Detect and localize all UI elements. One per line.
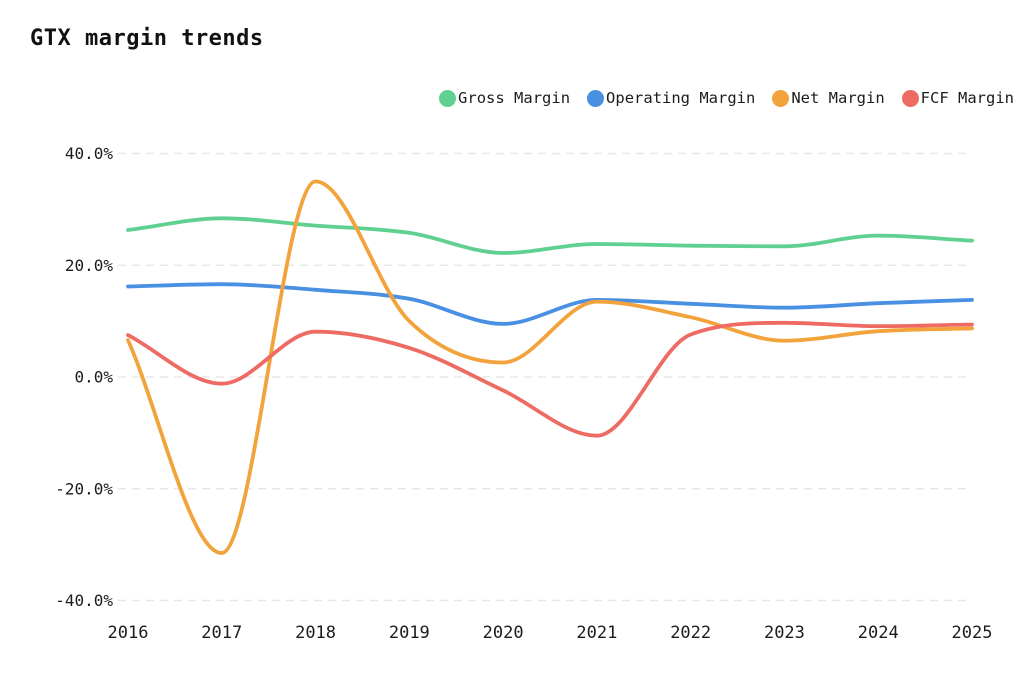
legend-label: Operating Margin	[606, 89, 756, 107]
legend-dot-icon	[439, 89, 457, 107]
series-line-operating-margin	[126, 282, 974, 326]
x-axis-tick-label: 2022	[670, 623, 711, 643]
legend-label: Net Margin	[791, 89, 885, 107]
legend-item-net-margin[interactable]: Net Margin	[772, 89, 885, 107]
series-line-net-margin	[126, 179, 974, 555]
legend-label: FCF Margin	[920, 89, 1014, 107]
legend-dot-icon	[587, 89, 605, 107]
chart-legend: Gross Margin Operating Margin Net Margin FC…	[439, 89, 1014, 107]
legend-item-gross-margin[interactable]: Gross Margin	[439, 89, 570, 107]
series-line-fcf-margin	[126, 320, 974, 438]
legend-dot-icon	[901, 89, 919, 107]
legend-label: Gross Margin	[458, 89, 571, 107]
x-axis-tick-label: 2023	[764, 623, 805, 643]
legend-dot-icon	[772, 89, 790, 107]
x-axis-tick-label: 2025	[952, 623, 993, 643]
chart-title: GTX margin trends	[30, 26, 264, 51]
y-axis-tick-label: 0.0%	[74, 368, 113, 387]
legend-item-operating-margin[interactable]: Operating Margin	[587, 89, 755, 107]
y-axis-tick-label: -40.0%	[55, 591, 113, 610]
x-axis-tick-label: 2021	[576, 623, 617, 643]
legend-item-fcf-margin[interactable]: FCF Margin	[901, 89, 1014, 107]
x-axis-tick-label: 2016	[108, 623, 149, 643]
x-axis-tick-label: 2017	[201, 623, 242, 643]
y-axis-tick-label: 20.0%	[65, 256, 114, 275]
x-axis-tick-label: 2024	[858, 623, 899, 643]
x-axis-tick-label: 2020	[483, 623, 524, 643]
y-axis-tick-label: -20.0%	[55, 479, 113, 498]
y-axis-tick-label: 40.0%	[65, 144, 114, 163]
series-line-gross-margin	[126, 216, 974, 255]
x-axis-tick-label: 2019	[389, 623, 430, 643]
x-axis-tick-label: 2018	[295, 623, 336, 643]
